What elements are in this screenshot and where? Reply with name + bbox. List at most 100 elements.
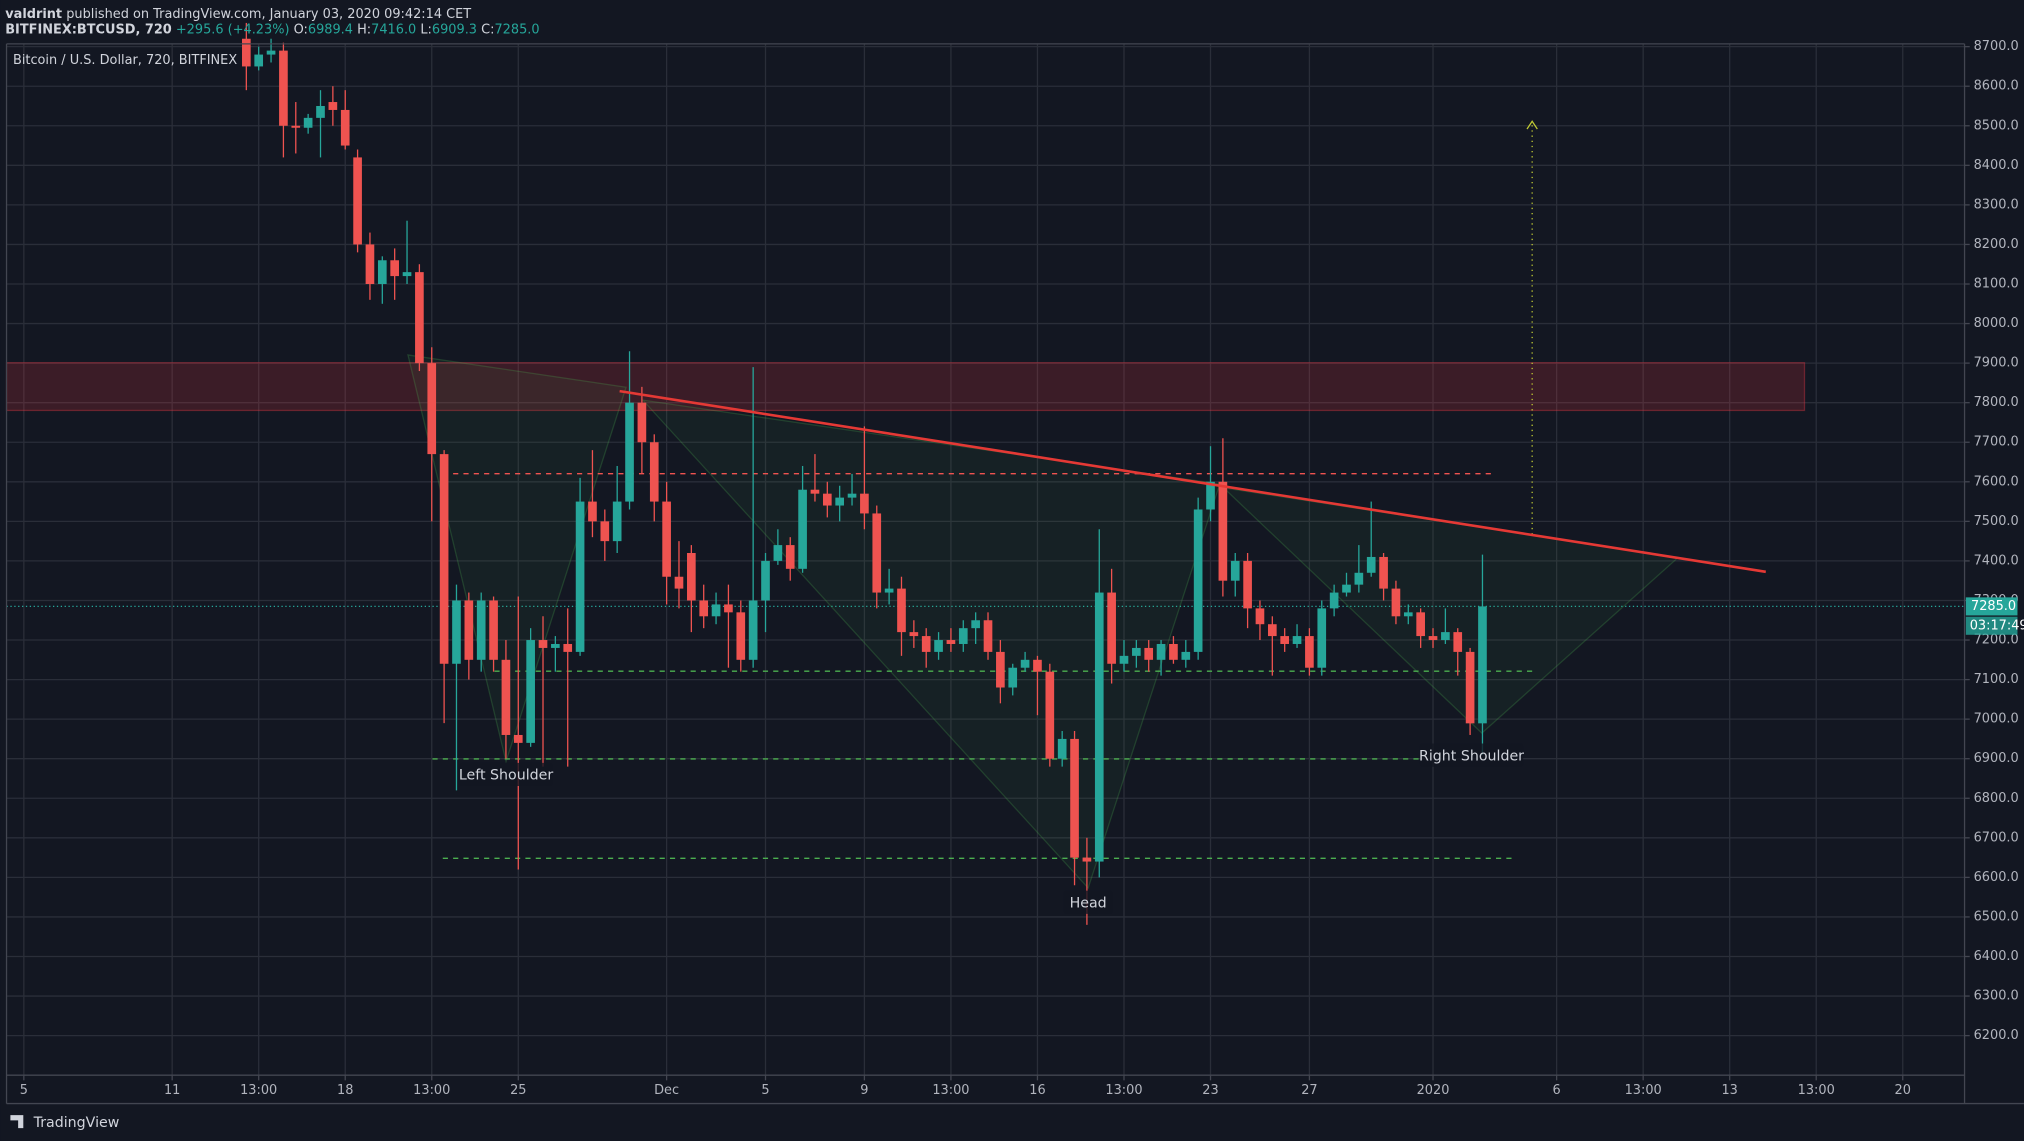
x-tick-label: 13 [1721,1083,1737,1098]
candle-body [1008,667,1018,688]
x-tick-label: 13:00 [1798,1083,1835,1098]
candle-body [526,640,535,743]
x-tick-label: 9 [860,1083,868,1098]
candle-body [452,600,461,664]
candle-body [1267,624,1277,637]
annotation-box [1063,890,1113,914]
x-tick-label: 6 [1553,1083,1561,1098]
candle-body [674,576,684,589]
candle-body [835,497,845,506]
candle-body [958,628,968,644]
candle-body [1107,592,1116,664]
y-tick-label: 6900.0 [1974,751,2019,766]
candle-body [377,260,387,285]
y-tick-label: 7900.0 [1974,356,2019,371]
logo [10,1115,24,1129]
candle-body [1379,556,1388,589]
candle-body [798,489,807,569]
candle-body [1020,659,1030,668]
y-tick-label: 7600.0 [1974,474,2019,489]
y-tick-label: 7400.0 [1974,553,2019,568]
candle-body [1317,608,1327,668]
x-tick-label: 5 [20,1083,28,1098]
candle-body [1329,592,1339,609]
candle-body [1441,632,1450,641]
y-tick-label: 8300.0 [1974,197,2019,212]
y-tick-label: 6200.0 [1974,1028,2019,1043]
x-tick-label: 13:00 [1625,1083,1662,1098]
candle-body [1033,659,1042,672]
candle-body [934,640,943,652]
candle-body [575,501,585,652]
candle-body [822,493,832,506]
y-tick-label: 6500.0 [1974,909,2019,924]
author: valdrint [5,7,62,22]
y-tick-label: 8200.0 [1974,237,2019,252]
x-tick-label: 16 [1029,1083,1045,1098]
candle-body [1156,643,1166,660]
candle-body [266,50,276,55]
ohlc-label: H: [357,22,371,37]
candle-body [921,636,931,652]
candle-body [1119,655,1129,664]
published: published on TradingView.com, January 03… [66,7,471,22]
candle-body [365,244,375,285]
candle-body [748,600,758,660]
candle-body [1428,636,1438,641]
last-price-label: 7285.0 [1971,599,2016,614]
y-tick-label: 7700.0 [1974,435,2019,450]
candle-body [1342,584,1351,593]
y-tick-label: 8500.0 [1974,118,2019,133]
candle-body [1243,560,1252,609]
y-tick-label: 6600.0 [1974,870,2019,885]
x-tick-label: 25 [510,1083,526,1098]
candle-body [625,402,634,502]
y-tick-label: 8000.0 [1974,316,2019,331]
candle-body [897,588,906,633]
candle-body [996,651,1005,688]
candle-body [1181,651,1191,660]
x-tick-label: 20 [1895,1083,1911,1098]
candle-body [1305,636,1314,668]
ohlc-value: 6989.4 [308,22,353,37]
candle-body [1169,643,1178,660]
candles [242,22,1487,925]
candle-body [1193,509,1203,652]
annotation-box [1419,743,1524,767]
target-arrow [1526,120,1538,130]
candle-body [501,659,511,735]
x-tick-label: 27 [1301,1083,1317,1098]
x-tick-label: 11 [164,1083,180,1098]
candle-body [699,600,709,617]
ohlc-value: 7285.0 [494,22,539,37]
candle-body [1478,606,1487,724]
y-tick-label: 6400.0 [1974,949,2019,964]
candle-body [390,260,399,277]
candle-body [1082,857,1092,862]
x-tick-label: 2020 [1417,1083,1450,1098]
candle-body [353,157,362,245]
candle-body [1094,592,1104,862]
candle-body [476,600,486,660]
symbol: BITFINEX:BTCUSD, 720 [5,22,172,37]
candle-body [971,620,980,629]
candle-body [1416,612,1425,637]
candle-body [909,632,919,637]
candle-body [303,117,313,128]
candle-body [711,604,721,617]
y-tick-label: 7000.0 [1974,712,2019,727]
x-tick-label: 23 [1202,1083,1218,1098]
candle-body [1045,671,1055,759]
candle-body [316,105,325,118]
candle-body [687,553,696,601]
x-tick-label: 18 [337,1083,353,1098]
candle-body [1292,636,1302,644]
y-tick-label: 6700.0 [1974,830,2019,845]
footer-brand: TradingView [33,1115,120,1131]
trend-line [619,389,1766,574]
candle-body [847,493,857,498]
y-tick-label: 6300.0 [1974,989,2019,1004]
candle-body [983,620,993,652]
candle-body [872,513,882,593]
candle-body [1403,612,1413,617]
